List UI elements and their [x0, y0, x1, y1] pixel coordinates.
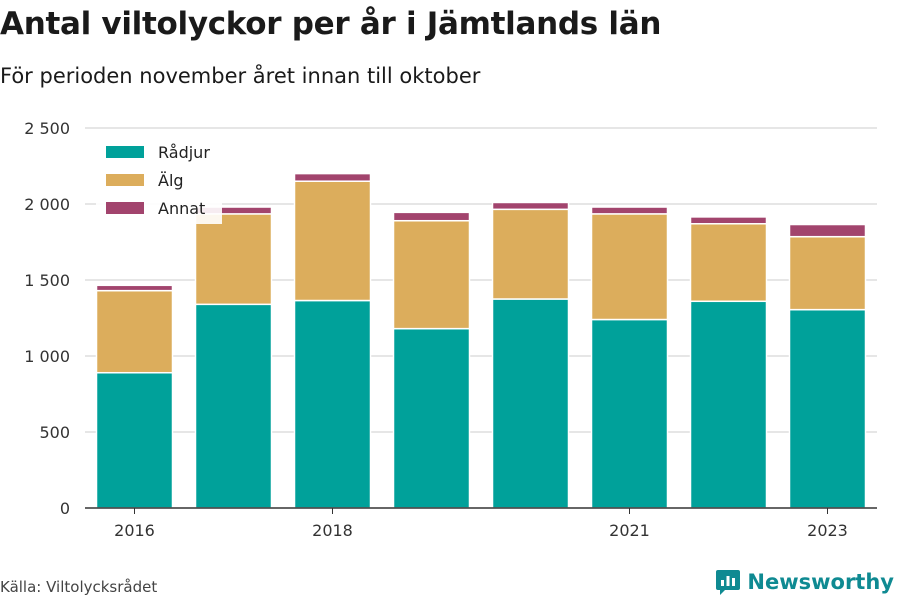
brand-name: Newsworthy — [747, 570, 894, 594]
bar-segment-annat — [491, 201, 570, 211]
bar-segment-annat — [392, 211, 471, 222]
source-note: Källa: Viltolycksrådet — [0, 578, 158, 596]
chart-subtitle: För perioden november året innan till ok… — [0, 64, 481, 88]
x-tick-label: 2023 — [807, 521, 848, 540]
legend-swatch — [106, 202, 144, 214]
y-tick-label: 500 — [39, 423, 70, 442]
bar-segment-älg — [95, 289, 174, 374]
bar-segment-rådjur — [590, 318, 669, 509]
y-tick-label: 1 500 — [24, 271, 70, 290]
bar-segment-annat — [788, 223, 867, 238]
bar-segment-älg — [788, 235, 867, 311]
bar-segment-annat — [293, 172, 372, 182]
stacked-bar-chart: 0 500 1 000 1 500 2 000 2 500 2016 2018 2021 2023… — [24, 119, 877, 540]
brand: Newsworthy — [715, 568, 894, 596]
bar-segment-rådjur — [788, 308, 867, 509]
legend-swatch — [106, 146, 144, 158]
axes: 0 500 1 000 1 500 2 000 2 500 2016 2018 2021 2023 — [24, 119, 877, 540]
x-tick-label: 2018 — [312, 521, 353, 540]
bar-segment-älg — [293, 180, 372, 302]
bar-segment-älg — [392, 219, 471, 330]
bar-segment-älg — [590, 213, 669, 321]
y-tick-label: 2 500 — [24, 119, 70, 138]
bar-segment-rådjur — [689, 300, 768, 509]
legend-swatch — [106, 174, 144, 186]
bar-segment-rådjur — [293, 299, 372, 509]
bar-segment-älg — [194, 213, 273, 306]
legend-label: Rådjur — [158, 143, 210, 162]
bar-segment-älg — [491, 208, 570, 300]
newsworthy-logo-icon — [716, 570, 741, 595]
y-tick-label: 2 000 — [24, 195, 70, 214]
bar-segment-annat — [689, 216, 768, 225]
bar-segment-rådjur — [392, 327, 471, 509]
legend-label: Älg — [158, 171, 184, 190]
bar-segment-rådjur — [194, 303, 273, 509]
chart-title: Antal viltolyckor per år i Jämtlands län — [0, 6, 662, 42]
bar-segment-rådjur — [491, 298, 570, 509]
bars — [95, 172, 867, 509]
bar-segment-rådjur — [95, 371, 174, 509]
legend-label: Annat — [158, 199, 205, 218]
bar-segment-älg — [689, 223, 768, 303]
x-tick-label: 2021 — [609, 521, 650, 540]
legend: Rådjur Älg Annat — [96, 136, 222, 224]
bar-segment-annat — [590, 206, 669, 215]
x-tick-label: 2016 — [114, 521, 155, 540]
y-tick-label: 1 000 — [24, 347, 70, 366]
y-tick-label: 0 — [60, 499, 70, 518]
bar-segment-annat — [95, 284, 174, 292]
